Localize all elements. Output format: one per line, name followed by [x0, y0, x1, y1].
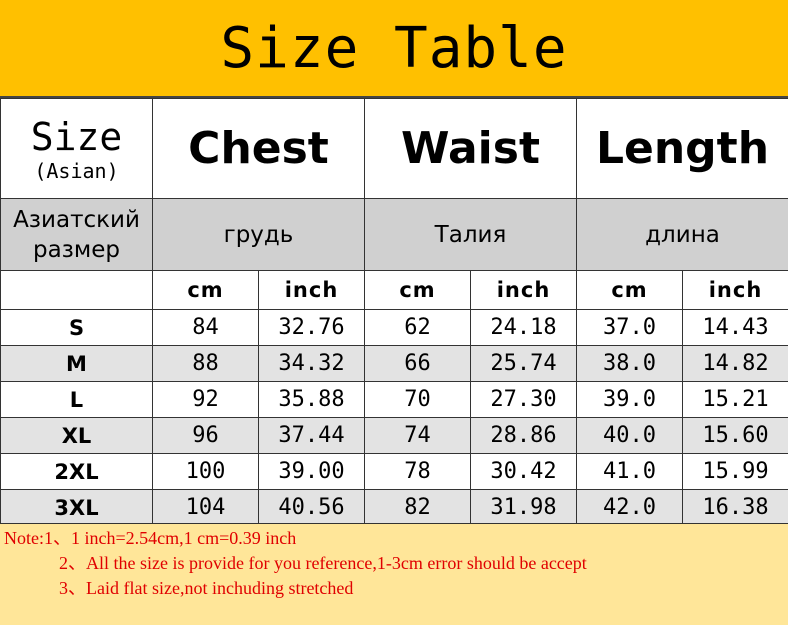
value-cell: 42.0: [576, 489, 683, 526]
page-title: Size Table: [0, 0, 788, 98]
value-cell: 62: [364, 309, 471, 346]
note-2: 2、All the size is provide for you refere…: [59, 553, 587, 573]
unit: cm: [576, 270, 683, 310]
value-cell: 70: [364, 381, 471, 418]
header-chest: Chest: [152, 98, 365, 199]
size-cell: S: [0, 309, 153, 346]
value-cell: 74: [364, 417, 471, 454]
value-cell: 30.42: [470, 453, 577, 490]
value-cell: 34.32: [258, 345, 365, 382]
value-cell: 41.0: [576, 453, 683, 490]
value-cell: 32.76: [258, 309, 365, 346]
value-cell: 27.30: [470, 381, 577, 418]
header-waist: Waist: [364, 98, 577, 199]
header-row: Size (Asian) Chest Waist Length: [0, 98, 788, 199]
note-1: Note:1、1 inch=2.54cm,1 cm=0.39 inch: [4, 528, 297, 548]
value-cell: 37.0: [576, 309, 683, 346]
size-cell: 2XL: [0, 453, 153, 490]
value-cell: 37.44: [258, 417, 365, 454]
table-row: L 92 35.88 70 27.30 39.0 15.21: [0, 381, 788, 418]
value-cell: 15.99: [682, 453, 788, 490]
size-cell: XL: [0, 417, 153, 454]
value-cell: 96: [152, 417, 259, 454]
table-row: S 84 32.76 62 24.18 37.0 14.43: [0, 309, 788, 346]
size-cell: M: [0, 345, 153, 382]
value-cell: 31.98: [470, 489, 577, 526]
value-cell: 39.00: [258, 453, 365, 490]
value-cell: 84: [152, 309, 259, 346]
value-cell: 14.43: [682, 309, 788, 346]
table-row: 2XL 100 39.00 78 30.42 41.0 15.99: [0, 453, 788, 490]
value-cell: 28.86: [470, 417, 577, 454]
value-cell: 39.0: [576, 381, 683, 418]
value-cell: 38.0: [576, 345, 683, 382]
size-cell: L: [0, 381, 153, 418]
notes: Note:1、1 inch=2.54cm,1 cm=0.39 inch 2、Al…: [0, 523, 788, 625]
value-cell: 82: [364, 489, 471, 526]
units-row: cm inch cm inch cm inch: [0, 270, 788, 310]
unit: inch: [682, 270, 788, 310]
value-cell: 35.88: [258, 381, 365, 418]
value-cell: 78: [364, 453, 471, 490]
units-empty: [0, 270, 153, 310]
header-ru-chest: грудь: [152, 198, 365, 271]
header-ru-size: Азиатский размер: [0, 198, 153, 271]
size-sub-label: (Asian): [34, 158, 119, 183]
header-ru-length: длина: [576, 198, 788, 271]
value-cell: 15.60: [682, 417, 788, 454]
value-cell: 40.0: [576, 417, 683, 454]
value-cell: 88: [152, 345, 259, 382]
unit: cm: [152, 270, 259, 310]
table-row: XL 96 37.44 74 28.86 40.0 15.60: [0, 417, 788, 454]
header-ru-waist: Талия: [364, 198, 577, 271]
header-ru-row: Азиатский размер грудь Талия длина: [0, 198, 788, 271]
unit: inch: [470, 270, 577, 310]
header-size: Size (Asian): [0, 98, 153, 199]
value-cell: 66: [364, 345, 471, 382]
value-cell: 104: [152, 489, 259, 526]
size-label: Size: [30, 114, 123, 159]
value-cell: 24.18: [470, 309, 577, 346]
unit: inch: [258, 270, 365, 310]
header-length: Length: [576, 98, 788, 199]
value-cell: 25.74: [470, 345, 577, 382]
size-table: Size (Asian) Chest Waist Length Азиатский…: [0, 98, 788, 526]
value-cell: 100: [152, 453, 259, 490]
value-cell: 16.38: [682, 489, 788, 526]
unit: cm: [364, 270, 471, 310]
note-3: 3、Laid flat size,not inchuding stretched: [59, 578, 354, 598]
value-cell: 92: [152, 381, 259, 418]
size-cell: 3XL: [0, 489, 153, 526]
value-cell: 14.82: [682, 345, 788, 382]
value-cell: 40.56: [258, 489, 365, 526]
table-row: M 88 34.32 66 25.74 38.0 14.82: [0, 345, 788, 382]
value-cell: 15.21: [682, 381, 788, 418]
table-row: 3XL 104 40.56 82 31.98 42.0 16.38: [0, 489, 788, 526]
